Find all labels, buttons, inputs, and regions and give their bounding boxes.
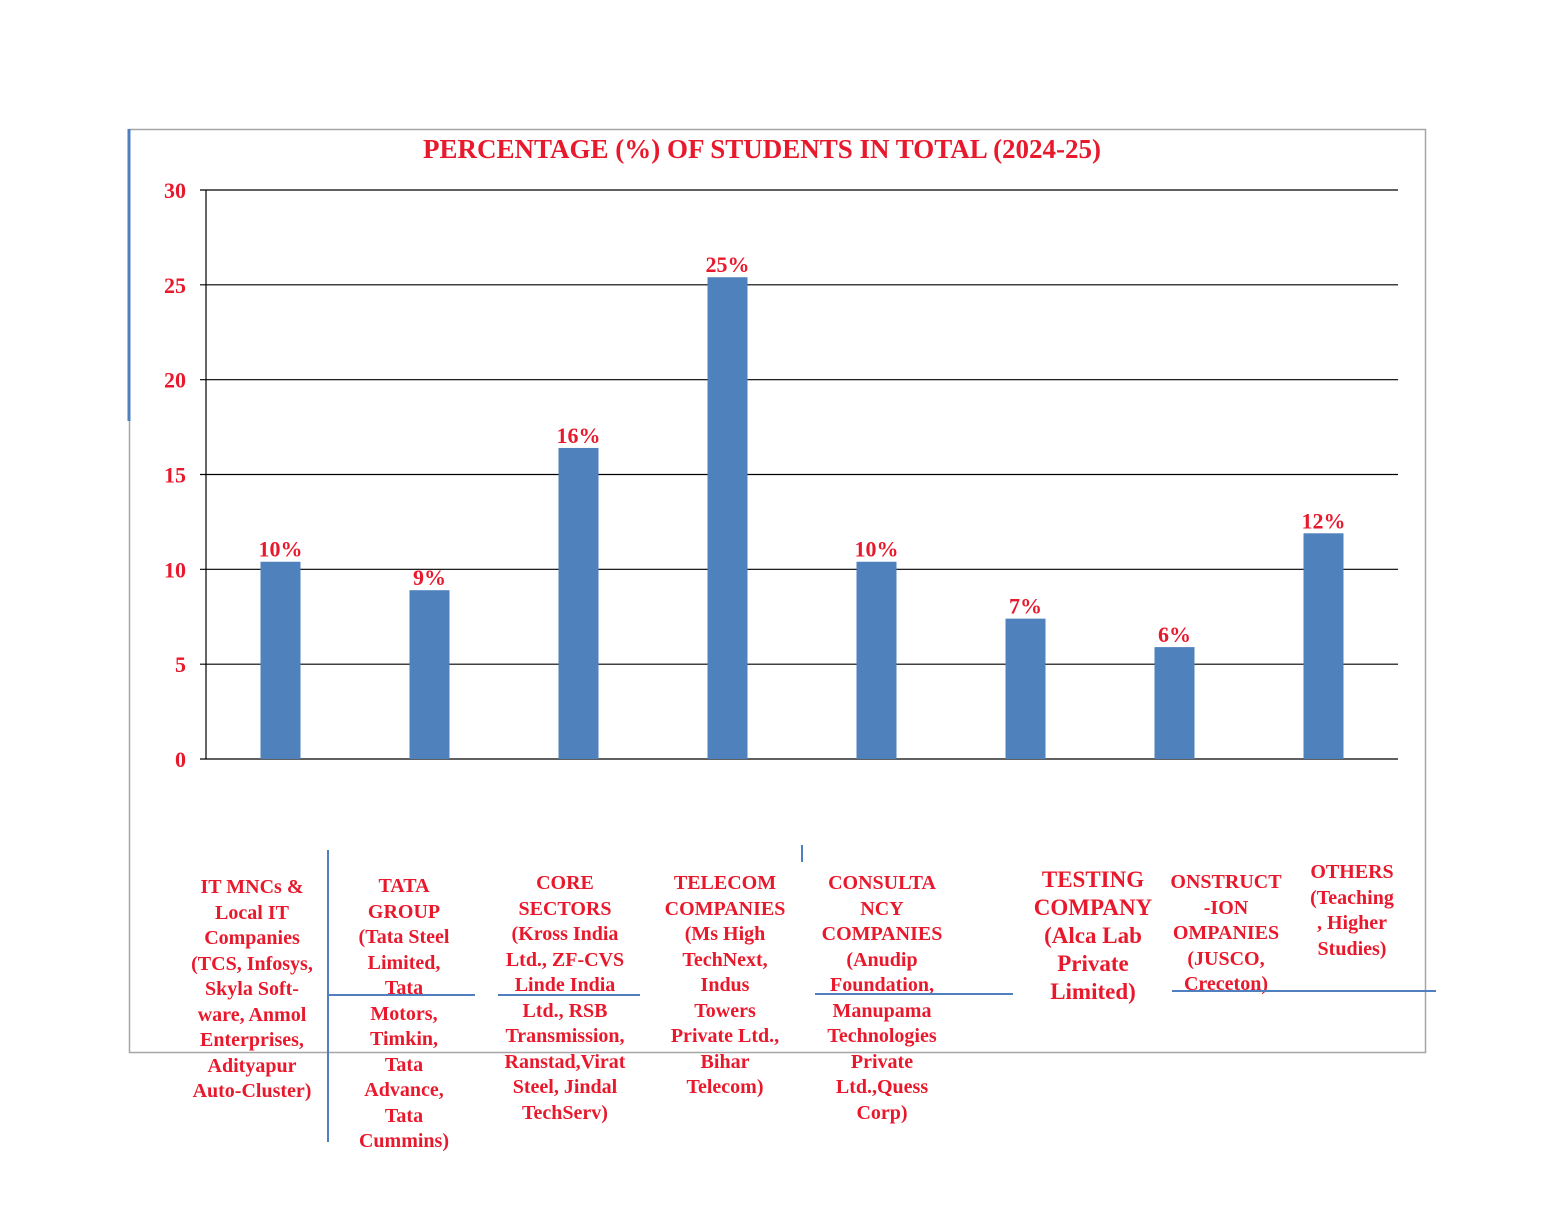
x-tick-label: OTHERS (Teaching , Higher Studies) bbox=[1310, 861, 1394, 960]
bar bbox=[1005, 618, 1046, 759]
data-label: 7% bbox=[1009, 594, 1042, 619]
y-tick-label: 5 bbox=[175, 652, 186, 677]
annotation-line bbox=[329, 994, 475, 996]
x-tick-label: CORE SECTORS (Kross India Ltd., ZF-CVS L… bbox=[504, 872, 626, 1124]
bar bbox=[558, 447, 599, 759]
x-tick-label: TATA GROUP (Tata Steel Limited, Tata Mot… bbox=[358, 875, 450, 1152]
annotation-line bbox=[1172, 990, 1436, 992]
data-label: 9% bbox=[413, 565, 446, 590]
x-tick-label: ONSTRUCT -ION OMPANIES (JUSCO, Creceton) bbox=[1170, 871, 1282, 995]
data-label: 10% bbox=[259, 537, 303, 562]
data-label: 12% bbox=[1302, 508, 1346, 533]
bar bbox=[260, 561, 301, 759]
bar bbox=[707, 277, 748, 759]
bar bbox=[856, 561, 897, 759]
data-label: 6% bbox=[1158, 622, 1191, 647]
x-tick-label: TELECOM COMPANIES (Ms High TechNext, Ind… bbox=[664, 872, 786, 1098]
bars bbox=[260, 277, 1344, 759]
x-tick-label: IT MNCs & Local IT Companies (TCS, Infos… bbox=[191, 876, 313, 1102]
chart-title: PERCENTAGE (%) OF STUDENTS IN TOTAL (202… bbox=[423, 134, 1101, 164]
data-label: 10% bbox=[855, 537, 899, 562]
annotation-line bbox=[815, 993, 1013, 995]
y-tick-label: 30 bbox=[164, 178, 186, 203]
x-tick-label: CONSULTA NCY COMPANIES (Anudip Foundatio… bbox=[821, 872, 943, 1124]
frame-left-accent bbox=[127, 129, 131, 421]
bar bbox=[409, 590, 450, 759]
x-tick-label: TESTING COMPANY (Alca Lab Private Limite… bbox=[1033, 867, 1153, 1004]
y-tick-label: 0 bbox=[175, 747, 186, 772]
y-tick-label: 15 bbox=[164, 463, 186, 488]
data-label: 25% bbox=[706, 252, 750, 277]
bar bbox=[1154, 647, 1195, 759]
data-labels: 10% 9% 16% 25% 10% 7% 6% 12% bbox=[259, 252, 1346, 647]
y-tick-label: 25 bbox=[164, 273, 186, 298]
gridlines bbox=[200, 189, 1398, 760]
chart-frame bbox=[128, 128, 1427, 1054]
bar bbox=[1303, 533, 1344, 759]
annotation-line bbox=[498, 994, 640, 996]
y-axis-ticks: 0 5 10 15 20 25 30 bbox=[164, 178, 186, 772]
y-tick-label: 20 bbox=[164, 368, 186, 393]
annotation-line bbox=[327, 850, 329, 1142]
y-tick-label: 10 bbox=[164, 557, 186, 582]
data-label: 16% bbox=[557, 423, 601, 448]
annotation-line bbox=[801, 845, 803, 862]
